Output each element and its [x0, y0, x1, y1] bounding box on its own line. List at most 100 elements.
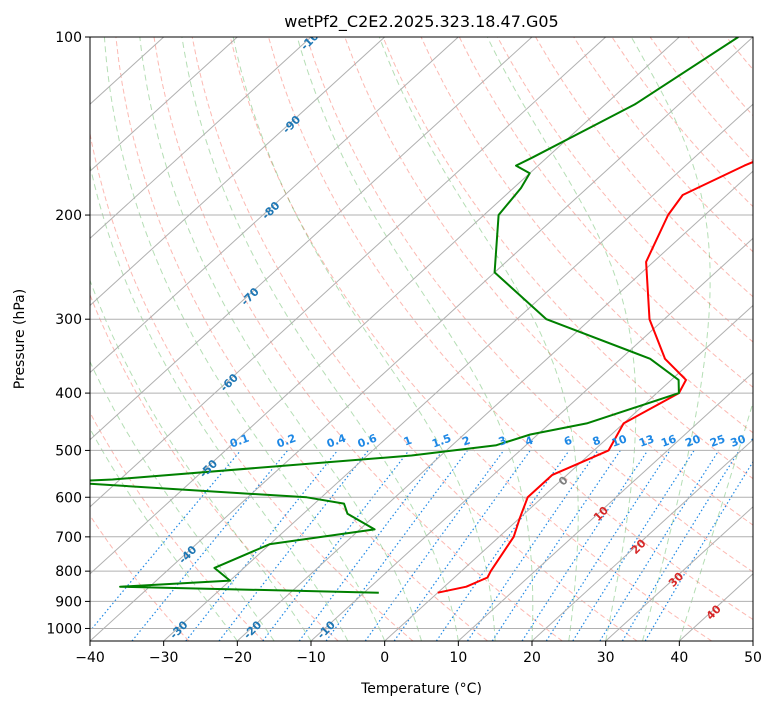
- mixing-ratio-lines: [90, 450, 753, 641]
- moist-adiabat: [181, 37, 459, 641]
- isotherm-line: [90, 37, 459, 374]
- mixing-ratio-line: [131, 450, 289, 641]
- moist-adiabat: [90, 163, 349, 641]
- y-tick-label: 900: [55, 594, 82, 610]
- mixing-ratio-label: 6: [562, 434, 574, 449]
- dry-adiabat: [496, 37, 753, 343]
- moist-adiabat: [103, 37, 386, 641]
- isotherm-line: [605, 506, 753, 641]
- mixing-ratio-label: 2: [460, 434, 472, 449]
- mixing-ratio-labels: 0.1 0.2 0.4 0.6 1 1.5 2 3 4 6 8 10 13 16 20 25 30 36: [228, 432, 768, 451]
- isotherm-line: [531, 438, 753, 641]
- dry-adiabat: [115, 37, 488, 641]
- isotherm-line: [310, 237, 753, 641]
- profiles: [90, 37, 753, 594]
- mixing-ratio-label: 0.2: [275, 432, 298, 451]
- mixing-ratio-label: 10: [610, 432, 629, 450]
- mixing-ratio-line: [491, 450, 621, 641]
- mixing-ratio-label: 25: [708, 432, 727, 449]
- y-tick-label: 700: [55, 530, 82, 546]
- mixing-ratio-line: [298, 450, 444, 641]
- x-tick-label: 40: [670, 650, 688, 666]
- isotherm-line: [163, 103, 753, 641]
- isotherm-line: [384, 304, 753, 641]
- isotherm-line: [90, 37, 607, 508]
- dry-adiabat: [268, 37, 753, 621]
- x-tick-label: 20: [523, 650, 541, 666]
- dry-adiabat: [153, 37, 563, 641]
- moist-adiabat: [139, 37, 422, 641]
- moist-adiabat: [678, 400, 753, 641]
- mixing-ratio-line: [521, 450, 649, 641]
- mixing-ratio-label: 1: [402, 434, 414, 449]
- y-tick-label: 400: [55, 386, 82, 402]
- isotherm-line: [90, 37, 238, 172]
- mixing-ratio-label: 36: [749, 432, 768, 450]
- x-axis-label: Temperature (°C): [360, 681, 482, 697]
- isotherm-line: [90, 37, 386, 307]
- moist-adiabat: [630, 37, 711, 641]
- dry-adiabat: [229, 37, 712, 641]
- mixing-ratio-label: 8: [591, 434, 603, 449]
- chart-title: wetPf2_C2E2.2025.323.18.47.G05: [284, 12, 558, 32]
- mixing-ratio-label: 3: [497, 434, 509, 449]
- isotherm-line: [90, 37, 312, 240]
- isobar-grid: [90, 37, 753, 629]
- mixing-ratio-line: [185, 450, 339, 641]
- y-axis: 100 200 300 400 500 600 700 800 900 1000: [46, 30, 90, 637]
- x-tick-label: 0: [380, 650, 389, 666]
- x-tick-label: 10: [449, 650, 467, 666]
- mixing-ratio-label: 30: [729, 432, 748, 450]
- moist-adiabat: [90, 360, 275, 641]
- dry-adiabat: [420, 37, 753, 434]
- y-tick-label: 600: [55, 490, 82, 506]
- x-axis: −40 −30 −20 −10 0 10 20 30 40 50: [75, 641, 762, 666]
- y-axis-label: Pressure (hPa): [12, 289, 28, 389]
- x-tick-label: −10: [296, 650, 326, 666]
- x-tick-label: −20: [223, 650, 253, 666]
- mixing-ratio-label: 0.6: [356, 432, 379, 451]
- plot-frame: [89, 36, 754, 642]
- mixing-ratio-label: 16: [659, 432, 678, 450]
- mixing-ratio-label: 0.1: [228, 432, 251, 451]
- mixing-ratio-line: [572, 450, 695, 641]
- y-tick-label: 1000: [46, 621, 82, 637]
- isotherm-line: [90, 37, 533, 441]
- mixing-ratio-line: [621, 450, 740, 641]
- mixing-ratio-line: [435, 450, 570, 641]
- dry-adiabat: [306, 37, 753, 573]
- mixing-ratio-line: [364, 450, 505, 641]
- x-tick-label: −40: [75, 650, 105, 666]
- mixing-ratio-line: [599, 450, 720, 641]
- mixing-ratio-line: [466, 450, 599, 641]
- mixing-ratio-label: 1.5: [430, 432, 453, 451]
- isotherm-grid: [90, 37, 753, 641]
- dry-adiabat: [191, 37, 638, 641]
- moist-adiabat: [378, 37, 579, 641]
- x-tick-label: 30: [597, 650, 615, 666]
- x-tick-label: −30: [149, 650, 179, 666]
- mixing-ratio-label: 13: [637, 432, 656, 449]
- isotherm-line: [457, 371, 753, 641]
- mixing-ratio-label: 0.4: [325, 432, 348, 451]
- mixing-ratio-line: [325, 450, 468, 641]
- mixing-ratio-line: [90, 450, 242, 632]
- y-tick-label: 300: [55, 312, 82, 328]
- y-tick-label: 800: [55, 564, 82, 580]
- isotherm-line: [752, 640, 753, 641]
- moist-adiabat: [232, 37, 496, 641]
- moist-adiabat: [296, 37, 534, 641]
- mixing-ratio-label: 20: [683, 432, 702, 450]
- x-tick-label: 50: [744, 650, 762, 666]
- dry-adiabat: [765, 37, 775, 641]
- mixing-ratio-line: [262, 450, 410, 641]
- dry-adiabat: [535, 37, 753, 298]
- mixing-ratio-label: 4: [523, 434, 535, 449]
- isotherm-line: [90, 37, 753, 641]
- dewpoint-profile: [90, 37, 739, 594]
- y-tick-label: 200: [55, 208, 82, 224]
- isotherm-line: [236, 170, 753, 641]
- y-tick-label: 500: [55, 443, 82, 459]
- moist-adiabat: [486, 37, 637, 641]
